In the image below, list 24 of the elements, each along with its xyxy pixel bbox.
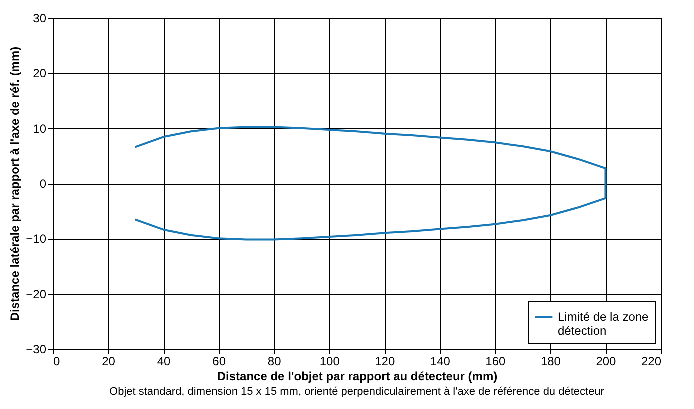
x-tick-label: 60 — [212, 354, 226, 368]
y-tick-label: 0 — [40, 177, 47, 191]
x-tick-label: 160 — [486, 354, 506, 368]
x-tick-label: 140 — [430, 354, 451, 368]
x-tick-label: 0 — [54, 354, 60, 368]
text: Objet standard, dimension 15 x 15 mm, orienté perpendiculairement à l'axe de référence du détecteur — [110, 386, 605, 398]
y-tick-label: −30 — [26, 342, 47, 356]
x-tick-label: 80 — [268, 354, 282, 368]
x-tick-label: 100 — [320, 354, 340, 368]
line-series — [134, 126, 607, 241]
x-tick-label: 120 — [375, 354, 396, 368]
x-tick-label: 20 — [102, 354, 116, 368]
x-axis-title: Distance de l'objet par rapport au détecteur (mm) — [217, 370, 498, 384]
legend-label: Limité de la zone détection — [558, 310, 650, 338]
x-tick-label: 180 — [540, 354, 562, 368]
y-axis-title: Distance latérale par rapport à l'axe de réf. (mm) — [8, 46, 22, 322]
x-tick-label: 200 — [596, 354, 617, 368]
y-tick-label: 20 — [33, 66, 47, 81]
x-tick-label: 40 — [157, 354, 172, 368]
y-tick-label: 10 — [33, 122, 47, 136]
y-tick-label: −10 — [26, 232, 47, 246]
x-tick-label: 220 — [641, 354, 662, 368]
y-tick-label: −20 — [26, 287, 47, 302]
y-tick-label: 30 — [33, 12, 47, 26]
